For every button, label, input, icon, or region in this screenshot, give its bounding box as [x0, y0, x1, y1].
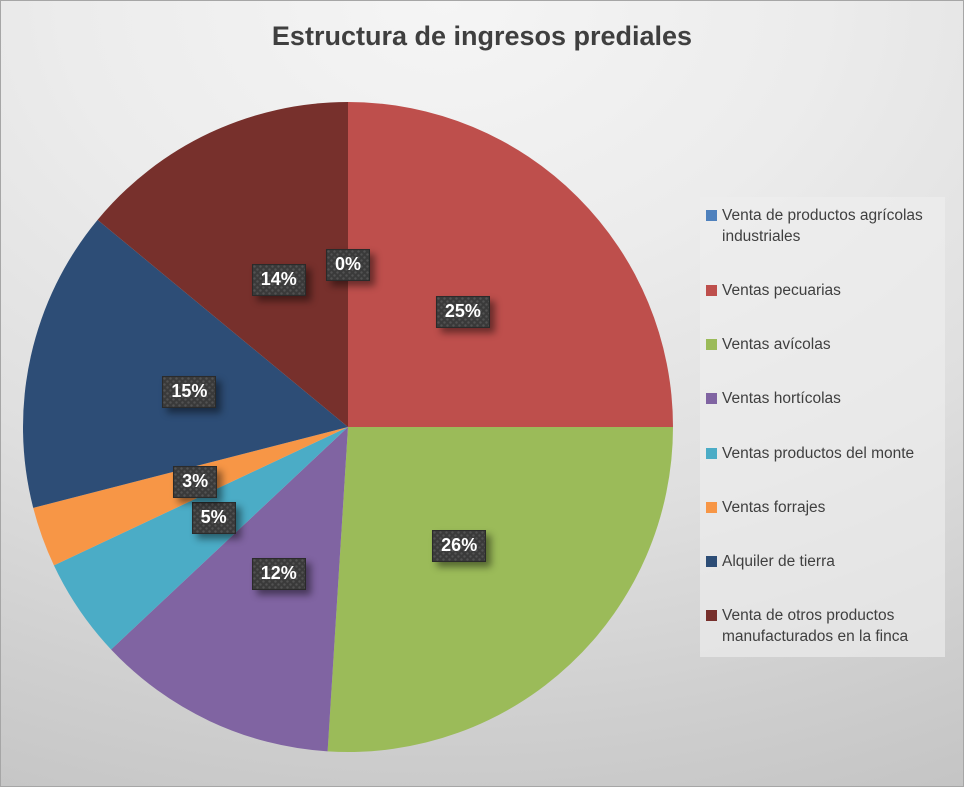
- legend-item-label: Ventas avícolas: [722, 336, 831, 354]
- data-label-8: 14%: [251, 264, 306, 296]
- legend-item-7[interactable]: Alquiler de tierra: [706, 551, 945, 572]
- data-label-2: 25%: [435, 296, 490, 329]
- pie-slice-4[interactable]: [111, 427, 348, 752]
- pie-slice-3[interactable]: [327, 427, 673, 753]
- legend-item-1[interactable]: Venta de productos agrícolas industriale…: [706, 205, 945, 247]
- legend-marker-icon: [706, 339, 717, 351]
- data-label-1: 0%: [325, 248, 371, 281]
- data-label-3: 26%: [432, 529, 487, 562]
- legend-item-5[interactable]: Ventas productos del monte: [706, 443, 945, 464]
- legend-marker-icon: [706, 285, 717, 297]
- legend-item-label: Ventas productos del monte: [722, 444, 915, 462]
- chart-title: Estructura de ingresos prediales: [271, 21, 693, 51]
- legend-item-label: Alquiler de tierra: [722, 552, 835, 570]
- data-label-5: 5%: [191, 502, 236, 535]
- legend-item-label: Ventas forrajes: [722, 498, 826, 516]
- legend-marker-icon: [706, 393, 717, 405]
- legend-item-8[interactable]: Venta de otros productos manufacturados …: [706, 605, 945, 647]
- legend-item-6[interactable]: Ventas forrajes: [706, 497, 945, 518]
- data-label-4: 12%: [251, 558, 306, 590]
- legend-marker-icon: [706, 501, 717, 513]
- legend-marker-icon: [706, 609, 717, 621]
- data-label-6: 3%: [173, 466, 218, 498]
- legend-item-label: Ventas hortícolas: [722, 390, 841, 408]
- legend-item-label: Ventas pecuarias: [722, 282, 841, 300]
- data-label-7: 15%: [162, 375, 217, 408]
- legend-item-label: Venta de otros productos manufacturados …: [722, 606, 909, 645]
- pie-slice-2[interactable]: [348, 102, 673, 427]
- legend-item-label: Venta de productos agrícolas industriale…: [722, 207, 923, 245]
- legend: Venta de productos agrícolas industriale…: [700, 197, 945, 657]
- pie-slice-6[interactable]: [33, 427, 349, 566]
- legend-marker-icon: [706, 447, 717, 459]
- legend-marker-icon: [706, 555, 717, 567]
- legend-item-4[interactable]: Ventas hortícolas: [706, 388, 945, 409]
- legend-marker-icon: [706, 210, 717, 221]
- pie-slice-7[interactable]: [23, 219, 348, 508]
- legend-item-2[interactable]: Ventas pecuarias: [706, 280, 945, 301]
- legend-item-3[interactable]: Ventas avícolas: [706, 334, 945, 355]
- pie-slice-8[interactable]: [97, 102, 348, 427]
- pie-slice-5[interactable]: [53, 427, 349, 650]
